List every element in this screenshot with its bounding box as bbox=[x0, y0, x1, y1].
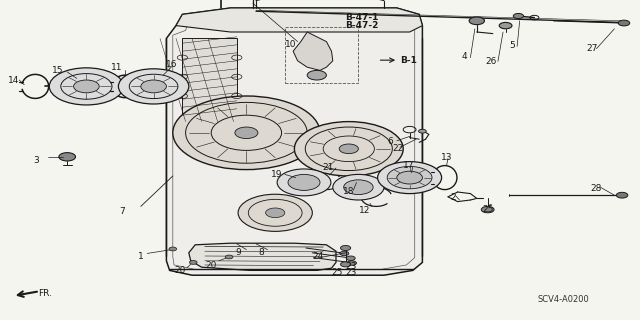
Circle shape bbox=[141, 80, 166, 93]
Text: 9: 9 bbox=[236, 248, 241, 257]
Text: 1: 1 bbox=[138, 252, 143, 261]
Circle shape bbox=[333, 174, 384, 200]
Circle shape bbox=[469, 17, 484, 25]
Text: 25: 25 bbox=[482, 205, 493, 214]
Text: 22: 22 bbox=[392, 144, 404, 153]
Text: B-47-2: B-47-2 bbox=[346, 21, 379, 30]
Polygon shape bbox=[182, 38, 237, 122]
Circle shape bbox=[397, 171, 422, 184]
Circle shape bbox=[348, 261, 356, 265]
Text: 27: 27 bbox=[586, 44, 598, 53]
Circle shape bbox=[59, 153, 76, 161]
Circle shape bbox=[340, 245, 351, 251]
Circle shape bbox=[378, 162, 442, 194]
Text: 20: 20 bbox=[205, 261, 217, 270]
Text: 2: 2 bbox=[451, 193, 456, 202]
Circle shape bbox=[49, 68, 124, 105]
Circle shape bbox=[387, 166, 432, 189]
Circle shape bbox=[169, 247, 177, 251]
Text: 26: 26 bbox=[486, 57, 497, 66]
Circle shape bbox=[74, 80, 99, 93]
Circle shape bbox=[173, 96, 320, 170]
Circle shape bbox=[618, 20, 630, 26]
Text: 23: 23 bbox=[345, 262, 356, 271]
Text: 15: 15 bbox=[52, 66, 63, 75]
Text: 16: 16 bbox=[166, 60, 177, 68]
Text: 14: 14 bbox=[8, 76, 20, 84]
Circle shape bbox=[481, 206, 494, 213]
Text: 21: 21 bbox=[322, 163, 333, 172]
Circle shape bbox=[225, 255, 233, 259]
Text: 19: 19 bbox=[271, 170, 282, 179]
Polygon shape bbox=[166, 8, 422, 275]
Text: 4: 4 bbox=[461, 52, 467, 61]
Text: 11: 11 bbox=[111, 63, 122, 72]
Text: 28: 28 bbox=[591, 184, 602, 193]
Text: 18: 18 bbox=[343, 187, 355, 196]
Text: 5: 5 bbox=[509, 41, 515, 50]
Circle shape bbox=[340, 251, 349, 256]
Polygon shape bbox=[189, 243, 336, 270]
Text: 17: 17 bbox=[403, 161, 414, 170]
Bar bbox=[285, 27, 358, 83]
Circle shape bbox=[277, 169, 331, 196]
Circle shape bbox=[294, 122, 403, 176]
Circle shape bbox=[307, 70, 326, 80]
Text: 3: 3 bbox=[34, 156, 39, 164]
Text: 7: 7 bbox=[119, 207, 124, 216]
Polygon shape bbox=[293, 32, 333, 70]
Circle shape bbox=[499, 22, 512, 29]
Text: 10: 10 bbox=[285, 40, 297, 49]
Circle shape bbox=[266, 208, 285, 218]
Circle shape bbox=[340, 262, 351, 267]
Circle shape bbox=[513, 13, 524, 19]
Text: 8: 8 bbox=[259, 248, 264, 257]
Circle shape bbox=[118, 69, 189, 104]
Text: 23: 23 bbox=[345, 268, 356, 277]
Circle shape bbox=[189, 260, 197, 264]
Text: SCV4-A0200: SCV4-A0200 bbox=[538, 295, 589, 304]
Text: 24: 24 bbox=[312, 252, 324, 261]
Text: 12: 12 bbox=[359, 206, 371, 215]
Circle shape bbox=[288, 174, 320, 190]
Polygon shape bbox=[176, 8, 422, 32]
Text: B-47-1: B-47-1 bbox=[346, 13, 379, 22]
Text: 13: 13 bbox=[441, 153, 452, 162]
Text: B-1: B-1 bbox=[400, 56, 417, 65]
Text: 20: 20 bbox=[175, 266, 186, 275]
Text: FR.: FR. bbox=[38, 289, 52, 298]
Text: 25: 25 bbox=[331, 268, 342, 277]
Text: 6: 6 bbox=[388, 137, 393, 146]
Circle shape bbox=[235, 127, 258, 139]
Circle shape bbox=[419, 129, 426, 133]
Circle shape bbox=[344, 180, 373, 195]
Circle shape bbox=[238, 194, 312, 231]
Circle shape bbox=[616, 192, 628, 198]
Circle shape bbox=[339, 144, 358, 154]
Circle shape bbox=[346, 256, 355, 260]
